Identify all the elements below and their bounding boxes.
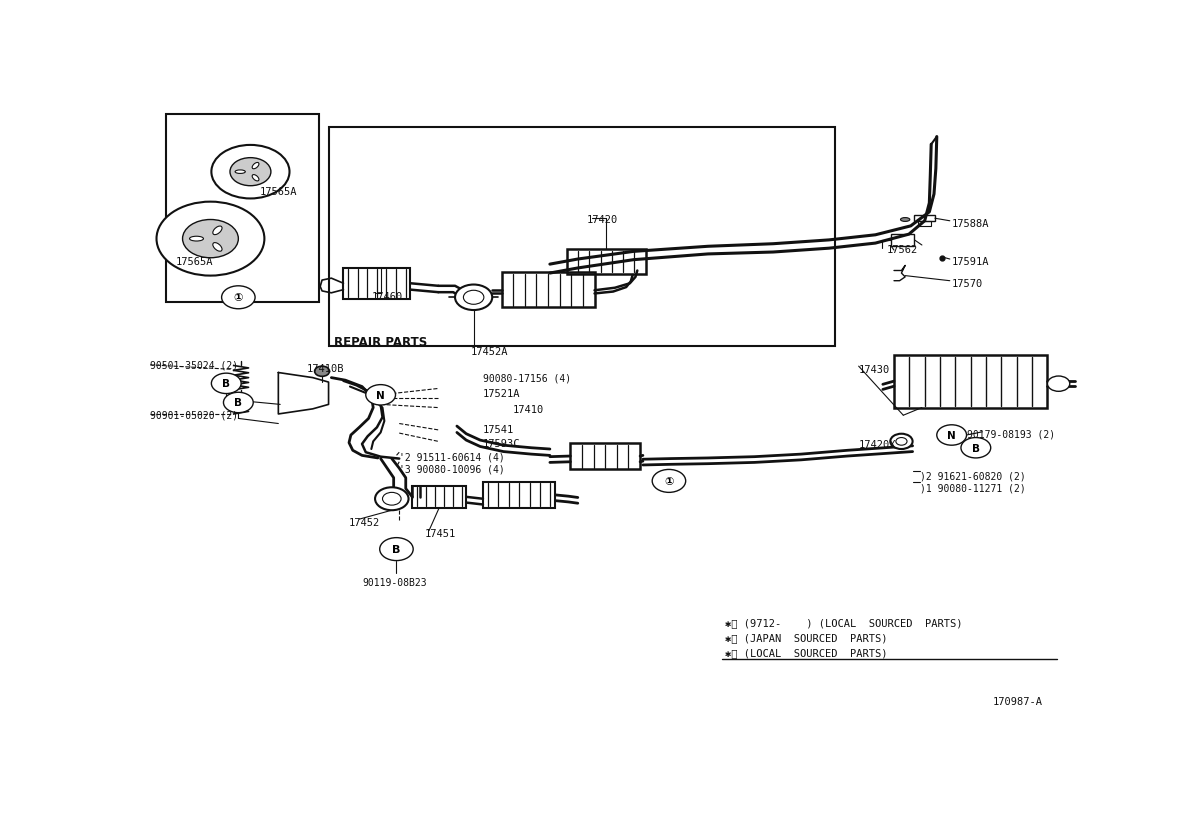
Text: 17420X: 17420X: [859, 439, 896, 449]
Circle shape: [223, 393, 253, 414]
Circle shape: [379, 538, 413, 561]
Text: B: B: [234, 398, 242, 408]
Bar: [343, 269, 410, 299]
Text: 17410B: 17410B: [306, 364, 343, 374]
Text: 17570: 17570: [952, 279, 983, 289]
Text: 17565A: 17565A: [176, 256, 214, 266]
Text: )2 91621-60820 (2): )2 91621-60820 (2): [920, 471, 1026, 481]
Circle shape: [211, 374, 241, 394]
Bar: [914, 216, 935, 222]
Text: '3 90080-10096 (4): '3 90080-10096 (4): [400, 464, 505, 474]
Bar: [502, 273, 594, 308]
Circle shape: [455, 285, 492, 311]
Text: 17588A: 17588A: [952, 219, 989, 229]
Bar: [570, 443, 640, 470]
Circle shape: [156, 203, 264, 276]
Ellipse shape: [235, 170, 245, 174]
Text: REPAIR PARTS: REPAIR PARTS: [334, 336, 427, 349]
Ellipse shape: [900, 218, 910, 222]
Text: B: B: [972, 443, 980, 453]
Text: 17562: 17562: [887, 245, 918, 255]
Circle shape: [366, 385, 396, 405]
Circle shape: [376, 488, 408, 510]
Text: 17420: 17420: [587, 215, 618, 225]
Text: 90901-05020 (2): 90901-05020 (2): [150, 410, 238, 420]
Text: )1 90080-11271 (2): )1 90080-11271 (2): [920, 483, 1026, 493]
Text: 170987-A: 170987-A: [992, 696, 1043, 706]
Text: ✱３ (LOCAL  SOURCED  PARTS): ✱３ (LOCAL SOURCED PARTS): [725, 647, 887, 657]
Text: 17451: 17451: [425, 528, 456, 538]
Bar: [413, 486, 466, 508]
Text: 90119-08B23: 90119-08B23: [362, 577, 427, 587]
Bar: [918, 222, 931, 227]
Bar: [166, 115, 319, 303]
Text: 90501-35024 (2): 90501-35024 (2): [150, 361, 238, 370]
Circle shape: [222, 286, 256, 309]
Text: 17460: 17460: [371, 292, 402, 302]
Text: 17410: 17410: [512, 404, 544, 414]
Circle shape: [1048, 376, 1069, 392]
Bar: [566, 250, 646, 275]
Text: B: B: [222, 379, 230, 389]
Ellipse shape: [252, 163, 259, 170]
Circle shape: [314, 366, 330, 377]
Bar: [892, 234, 914, 247]
Text: '2 91511-60614 (4): '2 91511-60614 (4): [400, 452, 505, 462]
Text: 90080-17156 (4): 90080-17156 (4): [482, 373, 571, 383]
Circle shape: [211, 146, 289, 199]
Text: ①: ①: [234, 293, 244, 303]
Text: 17593C: 17593C: [482, 438, 521, 448]
Circle shape: [230, 159, 271, 186]
Text: 17521A: 17521A: [482, 389, 521, 399]
Circle shape: [182, 220, 239, 258]
Text: 17591A: 17591A: [952, 256, 989, 266]
Text: ①: ①: [665, 476, 673, 486]
Ellipse shape: [212, 227, 222, 236]
Bar: [894, 356, 1048, 408]
Text: N: N: [377, 390, 385, 400]
Text: ✱１ (9712-    ) (LOCAL  SOURCED  PARTS): ✱１ (9712- ) (LOCAL SOURCED PARTS): [725, 618, 962, 628]
Circle shape: [937, 425, 966, 446]
Ellipse shape: [190, 237, 204, 241]
Text: ✱２ (JAPAN  SOURCED  PARTS): ✱２ (JAPAN SOURCED PARTS): [725, 633, 887, 643]
Text: 17430: 17430: [859, 365, 890, 375]
Text: 90179-08193 (2): 90179-08193 (2): [966, 428, 1055, 438]
Text: 17541: 17541: [482, 424, 514, 434]
Bar: [329, 128, 835, 347]
Text: 17452: 17452: [349, 518, 380, 528]
Text: N: N: [947, 431, 956, 441]
Text: B: B: [392, 544, 401, 554]
Circle shape: [961, 438, 991, 458]
Circle shape: [890, 434, 913, 450]
Text: 17452A: 17452A: [470, 347, 509, 356]
Ellipse shape: [212, 243, 222, 252]
Circle shape: [653, 470, 685, 493]
Ellipse shape: [252, 175, 259, 182]
Text: 17565A: 17565A: [259, 187, 298, 197]
Bar: [482, 483, 556, 508]
